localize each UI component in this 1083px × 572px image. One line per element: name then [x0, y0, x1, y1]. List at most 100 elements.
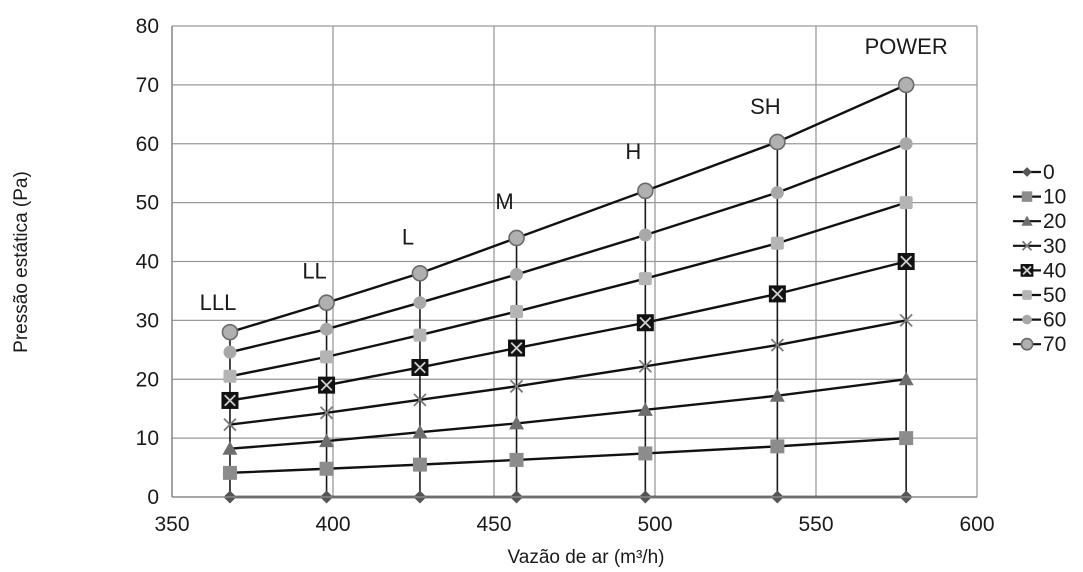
series-marker: [770, 186, 784, 200]
speed-droplines: [229, 84, 907, 497]
series-marker: [770, 236, 784, 250]
series-marker: [413, 393, 427, 407]
series-marker: [638, 446, 653, 461]
series-marker: [769, 388, 785, 402]
axes: [171, 26, 977, 498]
y-axis-label: Pressão estática (Pa): [11, 171, 32, 353]
series-70: [221, 76, 915, 341]
legend-entry: 30: [1013, 235, 1066, 258]
series-marker: [223, 417, 237, 432]
series-marker: [510, 342, 523, 354]
series-marker: [770, 338, 784, 352]
series-marker: [1020, 337, 1034, 351]
speed-label: LL: [302, 259, 326, 284]
series-marker: [637, 182, 654, 200]
x-tick-label: 350: [154, 513, 189, 536]
series-marker: [223, 345, 237, 359]
series-line: [229, 83, 907, 334]
series-20: [222, 371, 914, 455]
speed-label: LLL: [200, 290, 237, 315]
series-30: [223, 313, 913, 432]
series-group: [221, 76, 915, 504]
series-marker: [897, 76, 915, 94]
series-60: [223, 137, 913, 359]
series-marker: [1022, 314, 1032, 325]
series-marker: [414, 361, 426, 374]
grid: [172, 25, 978, 497]
series-marker: [319, 406, 334, 420]
series-marker: [222, 441, 238, 455]
series-marker: [412, 424, 428, 439]
legend-label: 20: [1043, 210, 1066, 233]
legend-entry: 60: [1013, 309, 1066, 332]
series-marker: [899, 137, 913, 151]
y-tick-label: 70: [136, 74, 159, 97]
legend-label: 10: [1043, 186, 1066, 209]
series-marker: [1022, 265, 1032, 275]
x-axis-label: Vazão de ar (m³/h): [508, 547, 665, 568]
series-line: [229, 201, 907, 378]
y-tick-label: 10: [136, 427, 159, 450]
legend-label: 30: [1043, 235, 1066, 258]
x-tick-label: 450: [476, 513, 511, 536]
series-marker: [509, 452, 524, 467]
tick-labels: 0 10 20 30 40 50 60 70 80 350 400 450 500 550 600: [136, 15, 995, 536]
series-marker: [899, 431, 914, 446]
series-marker: [771, 287, 784, 300]
legend-label: 60: [1043, 309, 1066, 332]
series-marker: [638, 359, 652, 373]
series-marker: [222, 465, 237, 480]
series-marker: [1021, 191, 1033, 202]
speed-label: H: [625, 139, 641, 164]
series-marker: [1021, 215, 1033, 226]
y-tick-label: 20: [136, 368, 159, 391]
legend-label: 0: [1043, 161, 1055, 184]
y-tick-label: 40: [136, 251, 159, 274]
series-marker: [320, 322, 334, 336]
legend-entry: 20: [1013, 210, 1066, 233]
legend-label: 70: [1043, 333, 1066, 356]
y-tick-label: 80: [136, 15, 159, 38]
series-marker: [899, 196, 913, 210]
series-marker: [510, 305, 524, 319]
legend-entry: 40: [1013, 259, 1066, 282]
series-40: [221, 253, 915, 409]
series-marker: [638, 272, 652, 286]
series-marker: [508, 229, 525, 247]
series-marker: [638, 228, 652, 242]
legend-entry: 0: [1013, 161, 1055, 184]
series-marker: [223, 369, 237, 383]
series-marker: [637, 402, 653, 416]
series-50: [223, 196, 913, 383]
speed-label: POWER: [865, 34, 948, 59]
legend-entry: 50: [1013, 284, 1066, 307]
series-marker: [412, 457, 427, 472]
series-marker: [769, 133, 786, 151]
series-marker: [320, 379, 333, 392]
series-marker: [320, 350, 334, 364]
y-tick-label: 30: [136, 309, 159, 332]
series-marker: [509, 379, 524, 393]
series-marker: [413, 296, 427, 310]
legend-entry: 10: [1013, 186, 1066, 209]
series-marker: [411, 264, 429, 282]
y-tick-label: 50: [136, 192, 159, 215]
y-tick-label: 60: [136, 133, 159, 156]
speed-label: L: [402, 224, 414, 249]
x-tick-label: 600: [959, 513, 994, 536]
series-marker: [1022, 290, 1032, 300]
series-marker: [1022, 167, 1032, 177]
series-marker: [221, 323, 239, 341]
speed-label: SH: [750, 94, 781, 119]
x-tick-label: 400: [315, 513, 350, 536]
legend-label: 50: [1043, 284, 1066, 307]
series-marker: [224, 394, 236, 407]
legend-label: 40: [1043, 259, 1066, 282]
series-marker: [509, 415, 525, 430]
series-marker: [413, 328, 427, 342]
series-marker: [898, 371, 914, 386]
legend-entry: 70: [1013, 333, 1066, 356]
